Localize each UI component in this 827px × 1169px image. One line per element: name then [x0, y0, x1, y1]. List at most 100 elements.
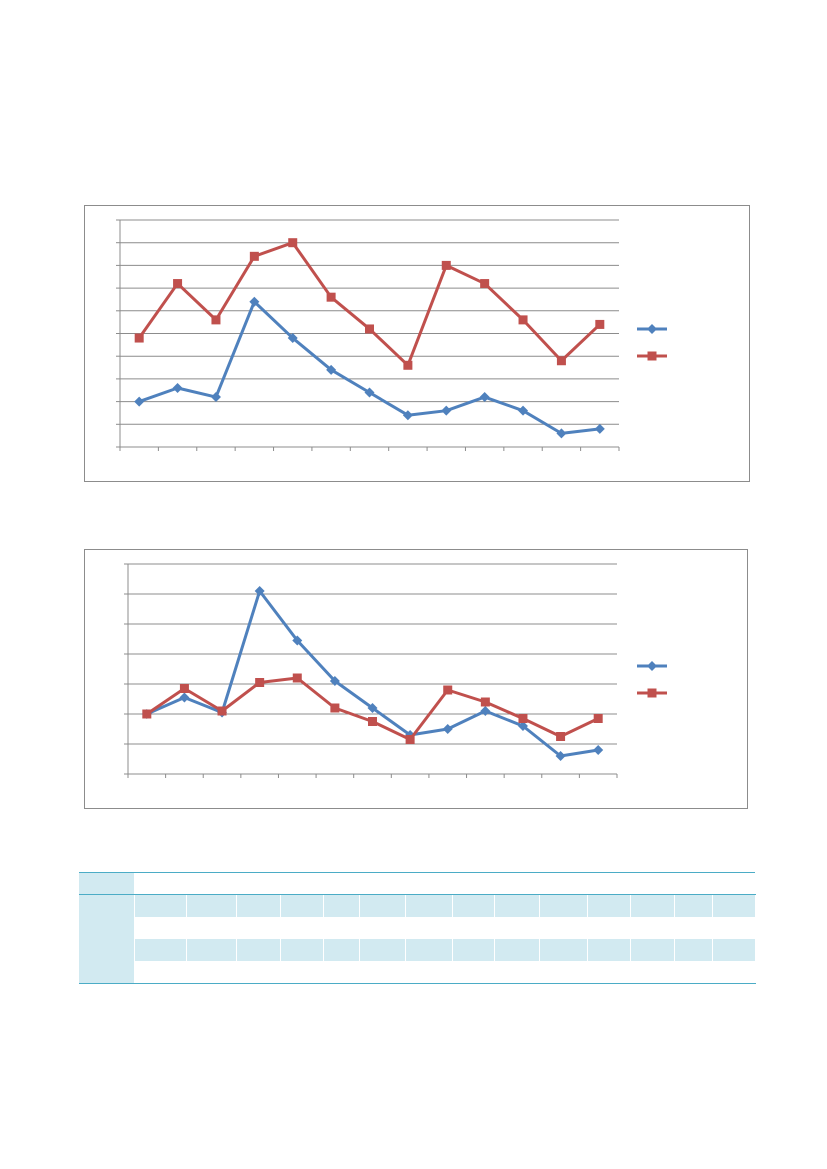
- legend-series-2-marker: [647, 688, 657, 698]
- table-cell: [452, 939, 495, 961]
- series-2-point: [403, 360, 413, 370]
- table-cell: [323, 872, 359, 873]
- table-cell: [79, 939, 135, 961]
- series-2-point: [405, 735, 415, 744]
- table-cell: [236, 939, 281, 961]
- table-cell: [630, 873, 674, 895]
- table-cell: [587, 872, 630, 873]
- table-cell: [674, 917, 713, 939]
- table-cell: [134, 939, 187, 961]
- table-cell: [236, 872, 280, 873]
- series-1-point: [287, 333, 298, 344]
- series-1-point: [249, 296, 260, 307]
- series-2-point: [217, 706, 227, 716]
- table-cell: [494, 894, 540, 917]
- table-cell: [323, 917, 360, 939]
- table-cell: [79, 873, 134, 895]
- table-cell: [630, 939, 675, 961]
- series-2-point: [292, 673, 302, 683]
- table-cell: [359, 894, 406, 917]
- series-2-point: [368, 717, 377, 726]
- table-cell: [712, 872, 755, 873]
- table-cell: [405, 917, 453, 939]
- series-1-point: [326, 364, 337, 375]
- table-cell: [405, 873, 452, 895]
- table-cell: [630, 961, 675, 984]
- series-1-point: [556, 428, 567, 439]
- series-1-point: [594, 423, 605, 434]
- series-1-point: [292, 635, 303, 646]
- table-cell: [630, 894, 675, 917]
- series-2-point: [365, 324, 374, 334]
- table-cell: [494, 939, 540, 961]
- table-cell: [587, 961, 631, 984]
- table-cell: [712, 894, 756, 917]
- table-cell: [494, 961, 540, 984]
- table-cell: [134, 917, 187, 939]
- series-1-point: [172, 382, 183, 393]
- table-cell: [280, 872, 323, 873]
- table-cell: [186, 961, 237, 984]
- table-cell: [79, 872, 134, 873]
- data-table: [79, 872, 756, 984]
- table-row: [79, 939, 756, 961]
- table-cell: [134, 873, 186, 895]
- table-cell: [630, 872, 674, 873]
- series-1-point: [402, 410, 413, 421]
- table-cell: [405, 961, 453, 984]
- table-cell: [79, 961, 135, 984]
- table-cell: [674, 939, 713, 961]
- table-cell: [323, 961, 360, 984]
- series-2-point: [330, 703, 340, 713]
- series-1-point: [593, 745, 604, 755]
- series-2-point: [556, 356, 566, 366]
- table-cell: [674, 873, 712, 895]
- series-2-point: [134, 333, 144, 343]
- table-cell: [186, 873, 236, 895]
- table-cell: [405, 894, 453, 917]
- table-cell: [405, 872, 452, 873]
- table-row: [79, 961, 756, 984]
- table-cell: [186, 917, 237, 939]
- table-cell: [539, 917, 588, 939]
- table-row: [79, 872, 755, 873]
- table-cell: [452, 917, 495, 939]
- series-1-line: [146, 589, 599, 758]
- table-cell: [236, 961, 281, 984]
- table-cell: [186, 894, 237, 917]
- series-1-point: [518, 405, 529, 416]
- series-2-point: [288, 238, 298, 248]
- series-2-point: [518, 714, 528, 723]
- table-cell: [280, 917, 324, 939]
- table-cell: [452, 961, 495, 984]
- series-1-point: [479, 392, 490, 403]
- table-cell: [359, 873, 405, 895]
- series-2-point: [142, 709, 152, 719]
- table-cell: [134, 872, 186, 873]
- series-2-line: [137, 241, 601, 367]
- table-cell: [539, 873, 587, 895]
- table-cell: [186, 939, 237, 961]
- table-cell: [280, 873, 323, 895]
- table-cell: [587, 894, 631, 917]
- series-2-point: [173, 279, 183, 289]
- series-2-point: [255, 678, 265, 687]
- table-cell: [539, 872, 587, 873]
- table-cell: [494, 917, 540, 939]
- series-2-point: [249, 251, 259, 261]
- table-cell: [674, 894, 713, 917]
- series-2-point: [595, 319, 605, 329]
- table-cell: [280, 894, 324, 917]
- table-row: [79, 873, 755, 895]
- series-1-point: [441, 405, 452, 416]
- table-cell: [494, 873, 539, 895]
- series-2-point: [593, 714, 603, 723]
- series-1-point: [367, 703, 378, 713]
- series-1-point: [517, 721, 528, 731]
- legend-series-2-marker: [647, 351, 657, 361]
- series-1-point: [329, 676, 340, 686]
- table-cell: [452, 873, 494, 895]
- table-cell: [630, 917, 675, 939]
- table-cell: [494, 872, 539, 873]
- table-cell: [674, 961, 713, 984]
